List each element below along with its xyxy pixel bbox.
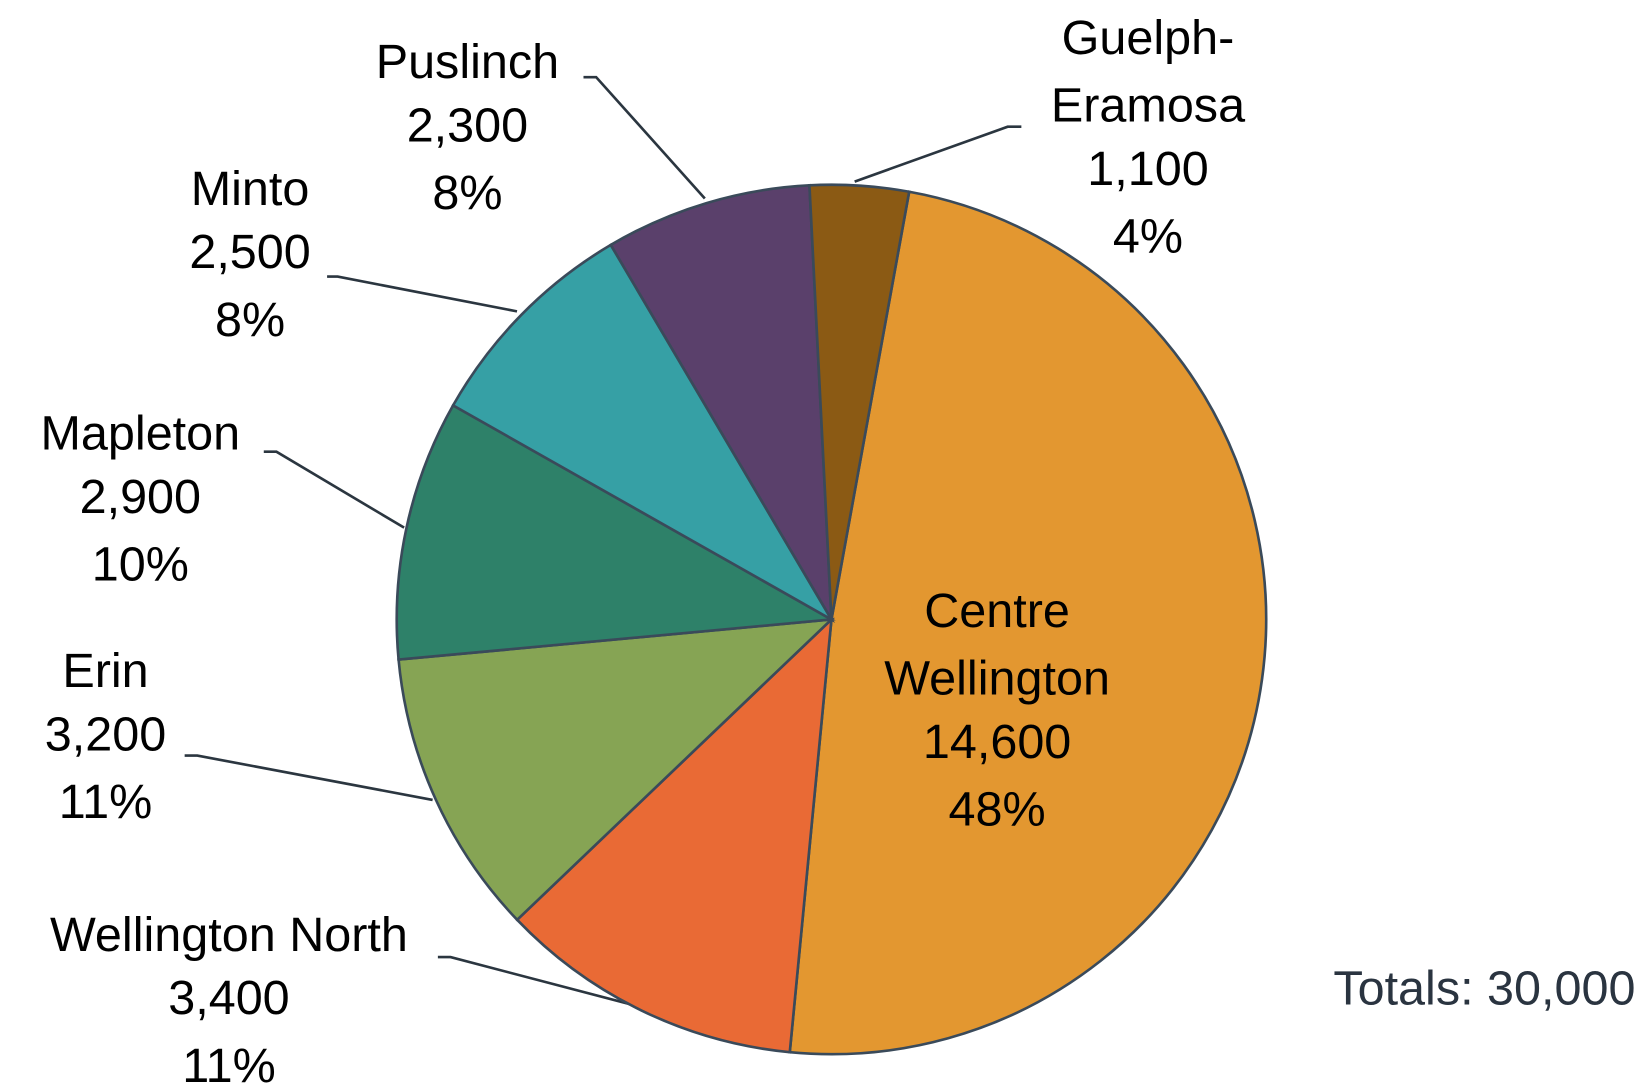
slice-label-box: Erin	[62, 642, 149, 698]
category-label: Guelph-Eramosa	[1050, 9, 1246, 132]
leader-line	[327, 275, 518, 313]
value-label: 2,300	[407, 99, 528, 153]
leader-lines	[184, 75, 1022, 1010]
leader-line	[184, 754, 433, 802]
pie-slice	[515, 616, 834, 1054]
category-label: Erin	[62, 642, 149, 698]
pie-slice	[609, 183, 833, 621]
slice-label-box: Guelph-Eramosa	[1050, 9, 1246, 132]
slice-label-box: Wellington North	[50, 906, 408, 962]
total-annotation: Totals: 30,000	[1333, 962, 1635, 1016]
slice-label-box: Minto	[190, 160, 310, 216]
percent-label: 8%	[432, 166, 502, 220]
slice-label-box: Centre Wellington	[884, 582, 1110, 705]
pie-slice	[395, 403, 836, 662]
pie-slice	[808, 183, 911, 620]
pie-slice	[451, 243, 836, 624]
value-label: 2,900	[80, 470, 201, 524]
leader-line	[854, 125, 1022, 183]
slice-label-box: Mapleton	[40, 405, 241, 461]
value-label: 3,400	[168, 971, 289, 1025]
leader-line	[583, 75, 706, 200]
percent-label: 10%	[92, 538, 189, 592]
value-label: 1,100	[1087, 142, 1208, 196]
pie-slice	[397, 617, 836, 922]
value-label: 3,200	[45, 707, 166, 761]
category-label: Centre Wellington	[884, 582, 1110, 705]
percent-label: 11%	[182, 1039, 276, 1087]
category-label: Minto	[190, 160, 310, 216]
slices	[395, 183, 1268, 1056]
slice-label-box: Puslinch	[375, 33, 560, 89]
leader-line	[437, 955, 644, 1010]
value-label: 14,600	[923, 715, 1071, 769]
category-label: Mapleton	[40, 405, 241, 461]
labels: Centre Wellington 14,600 48% Wellington Nor…	[40, 9, 1246, 1087]
percent-label: 4%	[1113, 209, 1183, 263]
pie-slice	[788, 190, 1268, 1056]
leader-line	[263, 450, 405, 529]
category-label: Puslinch	[375, 33, 560, 89]
value-label: 2,500	[189, 225, 310, 279]
percent-label: 48%	[949, 782, 1046, 836]
category-label: Wellington North	[50, 906, 408, 962]
percent-label: 8%	[215, 293, 285, 347]
percent-label: 11%	[59, 775, 153, 829]
